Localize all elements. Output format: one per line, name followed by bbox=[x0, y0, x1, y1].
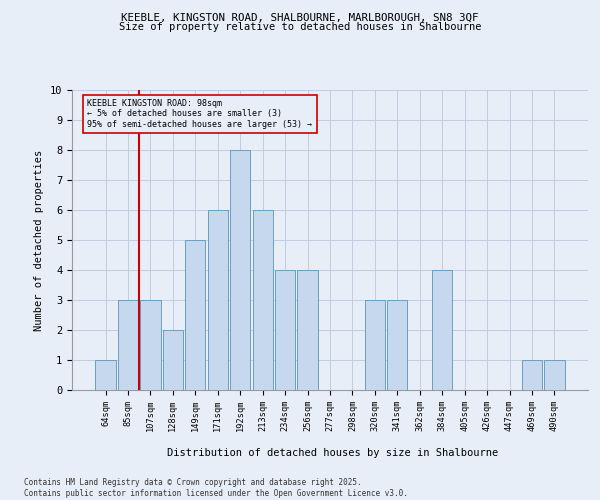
Bar bbox=[208, 210, 228, 390]
Text: Contains HM Land Registry data © Crown copyright and database right 2025.
Contai: Contains HM Land Registry data © Crown c… bbox=[24, 478, 408, 498]
Bar bbox=[365, 300, 385, 390]
Bar bbox=[522, 360, 542, 390]
Bar bbox=[387, 300, 407, 390]
Bar bbox=[432, 270, 452, 390]
Bar bbox=[230, 150, 250, 390]
Bar bbox=[163, 330, 183, 390]
Bar bbox=[95, 360, 116, 390]
Y-axis label: Number of detached properties: Number of detached properties bbox=[34, 150, 44, 330]
Bar bbox=[140, 300, 161, 390]
Bar bbox=[544, 360, 565, 390]
Bar bbox=[275, 270, 295, 390]
Text: Distribution of detached houses by size in Shalbourne: Distribution of detached houses by size … bbox=[167, 448, 499, 458]
Text: Size of property relative to detached houses in Shalbourne: Size of property relative to detached ho… bbox=[119, 22, 481, 32]
Bar bbox=[118, 300, 138, 390]
Bar bbox=[185, 240, 205, 390]
Bar bbox=[298, 270, 317, 390]
Text: KEEBLE KINGSTON ROAD: 98sqm
← 5% of detached houses are smaller (3)
95% of semi-: KEEBLE KINGSTON ROAD: 98sqm ← 5% of deta… bbox=[88, 99, 313, 129]
Bar bbox=[253, 210, 273, 390]
Text: KEEBLE, KINGSTON ROAD, SHALBOURNE, MARLBOROUGH, SN8 3QF: KEEBLE, KINGSTON ROAD, SHALBOURNE, MARLB… bbox=[121, 12, 479, 22]
